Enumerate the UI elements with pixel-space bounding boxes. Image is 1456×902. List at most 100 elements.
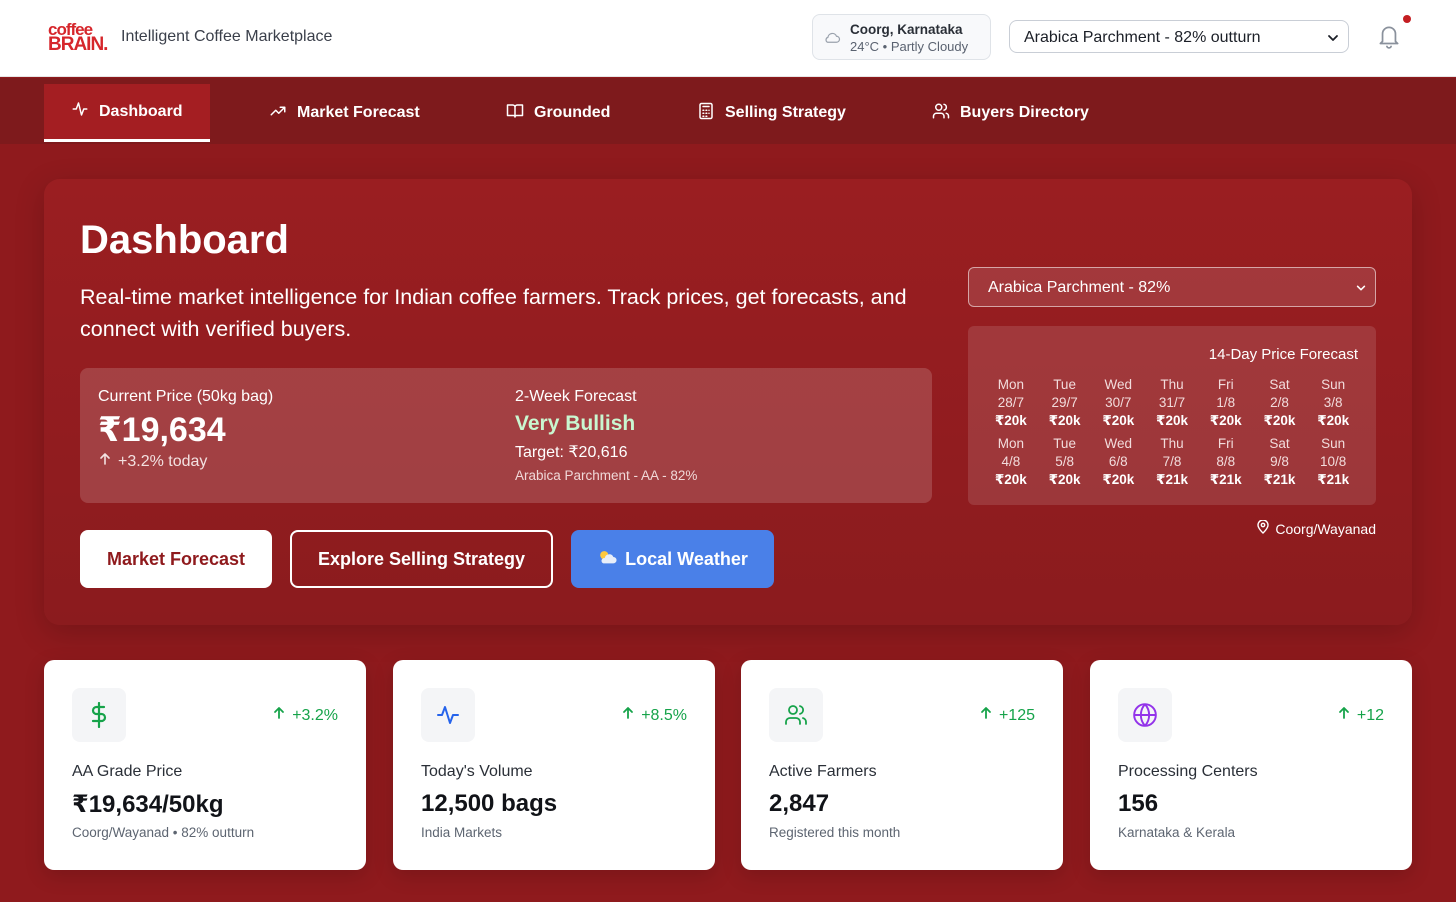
app-subtitle: Intelligent Coffee Marketplace: [121, 28, 333, 45]
price-change-text: +3.2% today: [118, 452, 208, 470]
stat-sub: Coorg/Wayanad • 82% outturn: [72, 825, 255, 840]
forecast-day: Sat 2/8 ₹20k: [1253, 376, 1307, 430]
tab-buyers-directory[interactable]: Buyers Directory: [932, 84, 1089, 142]
activity-icon: [421, 688, 475, 742]
arrow-up-icon: [621, 706, 635, 725]
chevron-down-icon: [1326, 31, 1340, 50]
stat-sub: Karnataka & Kerala: [1118, 825, 1236, 840]
local-weather-button[interactable]: Local Weather: [571, 530, 774, 588]
trending-up-icon: [269, 102, 287, 125]
forecast-target: Target: ₹20,616: [515, 444, 628, 461]
stat-delta-text: +12: [1356, 706, 1384, 724]
book-open-icon: [506, 102, 524, 125]
cloud-icon: [823, 30, 841, 49]
market-forecast-button[interactable]: Market Forecast: [80, 530, 272, 588]
forecast-date: 9/8: [1270, 454, 1289, 469]
forecast-day: Sun: [1321, 377, 1346, 392]
forecast-day: Thu 7/8 ₹21k: [1145, 435, 1199, 489]
stat-delta-text: +3.2%: [292, 706, 338, 724]
product-select[interactable]: Arabica Parchment - 82% outturn: [1009, 20, 1349, 53]
stat-card-active-farmers[interactable]: +125 Active Farmers 2,847 Registered thi…: [741, 660, 1063, 870]
weather-chip[interactable]: Coorg, Karnataka 24°C • Partly Cloudy: [812, 14, 991, 60]
forecast-price: ₹20k: [1209, 413, 1242, 428]
forecast-price: ₹20k: [1102, 413, 1135, 428]
arrow-up-icon: [98, 452, 112, 471]
hero-product-select-value: Arabica Parchment - 82%: [988, 279, 1171, 296]
stat-label: Processing Centers: [1118, 763, 1258, 780]
tab-dashboard[interactable]: Dashboard: [44, 84, 210, 142]
forecast-date: 5/8: [1055, 454, 1074, 469]
arrow-up-icon: [1337, 706, 1351, 725]
forecast-day: Wed: [1104, 377, 1133, 392]
forecast-day: Sun: [1321, 436, 1346, 451]
users-icon: [769, 688, 823, 742]
forecast-price: ₹20k: [1048, 413, 1081, 428]
bell-icon[interactable]: [1376, 22, 1402, 55]
forecast-price: ₹20k: [1156, 413, 1188, 428]
stat-card-processing-centers[interactable]: +12 Processing Centers 156 Karnataka & K…: [1090, 660, 1412, 870]
forecast-date: 8/8: [1216, 454, 1236, 469]
forecast-day: Fri: [1217, 377, 1234, 392]
stat-delta: +3.2%: [272, 706, 338, 725]
explore-selling-strategy-button[interactable]: Explore Selling Strategy: [290, 530, 553, 588]
tab-label: Selling Strategy: [725, 104, 846, 121]
forecast-price: ₹20k: [994, 472, 1027, 487]
price-summary-box: Current Price (50kg bag) ₹19,634 +3.2% t…: [80, 368, 932, 503]
forecast-date: 30/7: [1105, 395, 1132, 410]
forecast-price: ₹21k: [1263, 472, 1296, 487]
dollar-icon: [72, 688, 126, 742]
hero-description: Real-time market intelligence for Indian…: [80, 285, 907, 341]
chevron-down-icon: [1355, 281, 1367, 299]
weather-location: Coorg, Karnataka: [850, 22, 963, 37]
forecast-day: Fri 1/8 ₹20k: [1199, 376, 1253, 430]
sun-behind-cloud-icon: [597, 548, 617, 571]
arrow-up-icon: [272, 706, 286, 725]
stat-delta: +8.5%: [621, 706, 687, 725]
forecast-day: Sun 10/8 ₹21k: [1306, 435, 1360, 489]
stat-delta: +12: [1337, 706, 1384, 725]
stat-value: 12,500 bags: [421, 790, 558, 817]
forecast-day: Sun 3/8 ₹20k: [1306, 376, 1360, 430]
forecast-day: Fri 8/8 ₹21k: [1199, 435, 1253, 489]
stat-delta: +125: [979, 706, 1035, 725]
forecast-location: Coorg/Wayanad: [1257, 519, 1376, 537]
calculator-icon: [697, 102, 715, 125]
forecast-day: Tue 29/7 ₹20k: [1038, 376, 1092, 430]
forecast-location-text: Coorg/Wayanad: [1275, 520, 1376, 537]
tab-selling-strategy[interactable]: Selling Strategy: [697, 84, 846, 142]
forecast-date: 1/8: [1216, 395, 1236, 410]
forecast-day: Wed: [1104, 436, 1133, 451]
forecast-price: ₹20k: [1317, 413, 1350, 428]
logo-line-2: BRAIN.: [48, 34, 108, 55]
logo-line-1: coffee: [48, 20, 93, 39]
tab-label: Grounded: [534, 104, 611, 121]
forecast-price: ₹21k: [1317, 472, 1350, 487]
forecast-date: 4/8: [1001, 454, 1021, 469]
current-price-value: ₹19,634: [98, 411, 226, 449]
current-price-label: Current Price (50kg bag): [98, 388, 274, 405]
tab-grounded[interactable]: Grounded: [506, 84, 610, 142]
button-label: Explore Selling Strategy: [317, 548, 526, 569]
forecast-date: 6/8: [1108, 454, 1128, 469]
forecast-day: Wed 30/7 ₹20k: [1091, 376, 1145, 430]
tab-market-forecast[interactable]: Market Forecast: [269, 84, 420, 142]
tab-label: Market Forecast: [297, 104, 420, 121]
hero-product-select[interactable]: Arabica Parchment - 82%: [968, 267, 1376, 307]
forecast-day: Tue: [1053, 436, 1076, 451]
stat-card-aa-grade-price[interactable]: +3.2% AA Grade Price ₹19,634/50kg Coorg/…: [44, 660, 366, 870]
forecast-date: 2/8: [1270, 395, 1289, 410]
forecast-day: Thu 31/7 ₹20k: [1145, 376, 1199, 430]
forecast-day: Sat: [1269, 377, 1290, 392]
forecast-day: Tue: [1053, 377, 1076, 392]
map-pin-icon: [1257, 519, 1270, 537]
stat-card-todays-volume[interactable]: +8.5% Today's Volume 12,500 bags India M…: [393, 660, 715, 870]
forecast-price: ₹21k: [1209, 472, 1242, 487]
forecast-date: 3/8: [1323, 395, 1343, 410]
forecast-sentiment: Very Bullish: [515, 412, 636, 435]
forecast-price: ₹20k: [1048, 472, 1081, 487]
stat-delta-text: +8.5%: [641, 706, 687, 724]
coffee-brain-logo[interactable]: coffee BRAIN.: [48, 20, 108, 56]
forecast-date: 10/8: [1320, 454, 1347, 469]
forecast-week-2: Mon 4/8 ₹20k Tue 5/8 ₹20k Wed 6/8 ₹20k Thu 7/8 ₹21k…: [984, 435, 1360, 489]
forecast-week-1: Mon 28/7 ₹20k Tue 29/7 ₹20k Wed 30/7 ₹20k Thu 31/7…: [984, 376, 1360, 430]
